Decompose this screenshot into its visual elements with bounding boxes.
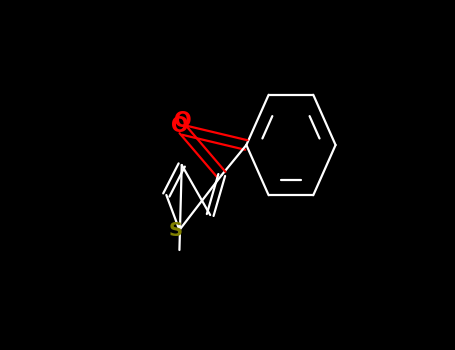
Text: S: S (168, 220, 182, 239)
Text: O: O (174, 111, 192, 131)
Text: O: O (171, 117, 188, 136)
